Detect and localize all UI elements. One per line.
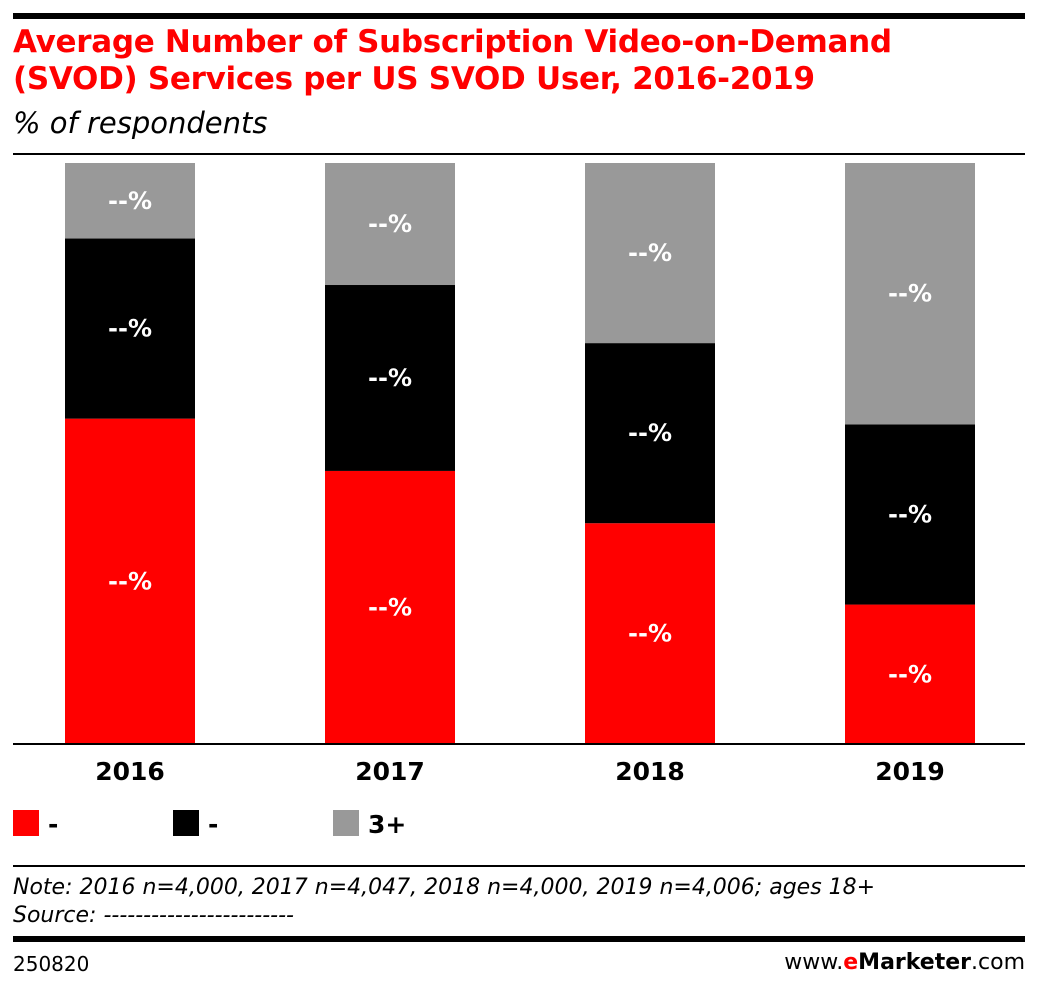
x-axis-line <box>13 743 1025 745</box>
data-label: --% <box>888 280 932 308</box>
title-line-1: Average Number of Subscription Video-on-… <box>13 24 892 60</box>
legend-swatch <box>333 810 359 836</box>
title-line-2: (SVOD) Services per US SVOD User, 2016-2… <box>13 61 815 97</box>
data-label: --% <box>628 620 672 648</box>
source-text: Source: ------------------------ <box>13 903 294 928</box>
legend-label: - <box>48 810 58 839</box>
chart-title: Average Number of Subscription Video-on-… <box>13 24 892 98</box>
chart-id: 250820 <box>13 952 90 976</box>
note-rule <box>13 865 1025 867</box>
data-label: --% <box>368 593 412 621</box>
legend-label: - <box>208 810 218 839</box>
top-rule <box>13 13 1025 19</box>
footnote: Note: 2016 n=4,000, 2017 n=4,047, 2018 n… <box>13 874 875 930</box>
x-tick-label: 2019 <box>875 757 945 786</box>
chart-subtitle: % of respondents <box>13 106 268 140</box>
data-label: --% <box>888 501 932 529</box>
bar-segment-2016-2 <box>65 163 195 239</box>
data-label: --% <box>108 315 152 343</box>
data-label: --% <box>888 660 932 688</box>
subtitle-rule <box>13 153 1025 155</box>
legend-swatch <box>13 810 39 836</box>
legend-swatch <box>173 810 199 836</box>
bar-segment-2018-0 <box>585 523 715 744</box>
bar-segment-2017-0 <box>325 470 455 744</box>
bar-segment-2016-0 <box>65 418 195 744</box>
bar-chart: --% --% --% 2016 --% --% --% 2017 --% --% --% 2018 -… <box>13 163 1025 839</box>
brand-name: Marketer <box>858 950 972 975</box>
brand-suffix: .com <box>971 950 1025 975</box>
data-label: --% <box>368 210 412 238</box>
data-label: --% <box>628 239 672 267</box>
brand-logo[interactable]: www.eMarketer.com <box>784 950 1025 975</box>
data-label: --% <box>108 567 152 595</box>
bar-segment-2017-2 <box>325 163 455 286</box>
bar-segment-2019-2 <box>845 163 975 425</box>
x-tick-label: 2017 <box>355 757 425 786</box>
x-tick-label: 2018 <box>615 757 685 786</box>
brand-prefix: www. <box>784 950 844 975</box>
data-label: --% <box>368 364 412 392</box>
bar-segment-2019-0 <box>845 604 975 744</box>
x-tick-label: 2016 <box>95 757 165 786</box>
bar-segment-2017-1 <box>325 285 455 471</box>
brand-e: e <box>843 950 859 975</box>
data-label: --% <box>108 187 152 215</box>
bar-segment-2016-1 <box>65 238 195 419</box>
bar-segment-2018-1 <box>585 343 715 524</box>
bottom-rule <box>13 936 1025 942</box>
data-label: --% <box>628 419 672 447</box>
legend-label: 3+ <box>368 810 406 839</box>
note-text: Note: 2016 n=4,000, 2017 n=4,047, 2018 n… <box>13 875 876 900</box>
bar-segment-2018-2 <box>585 163 715 344</box>
bar-segment-2019-1 <box>845 424 975 605</box>
